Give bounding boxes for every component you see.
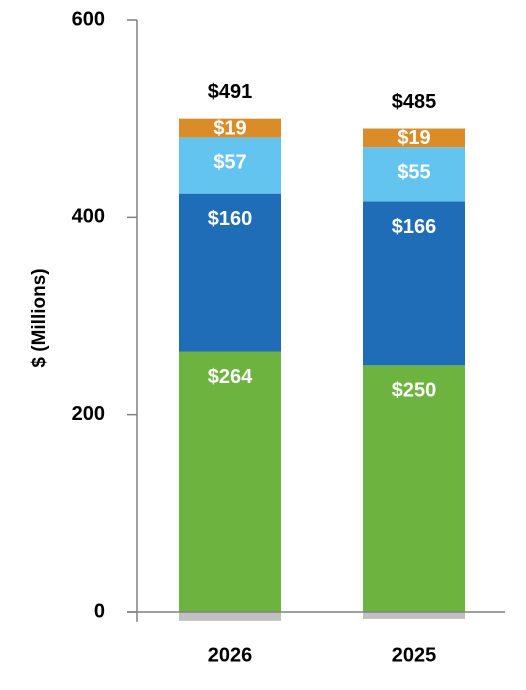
y-tick-label: 400 <box>72 206 105 228</box>
bar-segment <box>179 118 281 138</box>
bar-segment <box>179 137 281 194</box>
data-label: $55 <box>397 162 430 184</box>
data-label: $166 <box>392 216 437 238</box>
y-axis-label: $ (Millions) <box>29 268 50 367</box>
data-label: $19 <box>397 127 430 149</box>
data-label: $160 <box>208 208 253 230</box>
data-label: $264 <box>208 366 253 388</box>
y-tick-label: 600 <box>72 8 105 30</box>
y-tick-label: 0 <box>94 600 105 622</box>
bar-segment <box>179 351 281 612</box>
bar-segment <box>363 147 465 202</box>
bar-segment <box>363 612 465 619</box>
bar-segment <box>363 201 465 366</box>
x-tick-label: 2026 <box>208 644 253 666</box>
data-label: $250 <box>392 380 437 402</box>
y-tick-label: 200 <box>72 403 105 425</box>
bar-segment <box>179 612 281 621</box>
data-label: $19 <box>213 117 246 139</box>
bar-segment <box>363 128 465 148</box>
x-tick-label: 2025 <box>392 644 437 666</box>
total-label: $491 <box>208 81 253 103</box>
data-label: $57 <box>213 152 246 174</box>
total-label: $485 <box>392 91 437 113</box>
bar-segment <box>363 365 465 612</box>
bar-segment <box>179 193 281 352</box>
